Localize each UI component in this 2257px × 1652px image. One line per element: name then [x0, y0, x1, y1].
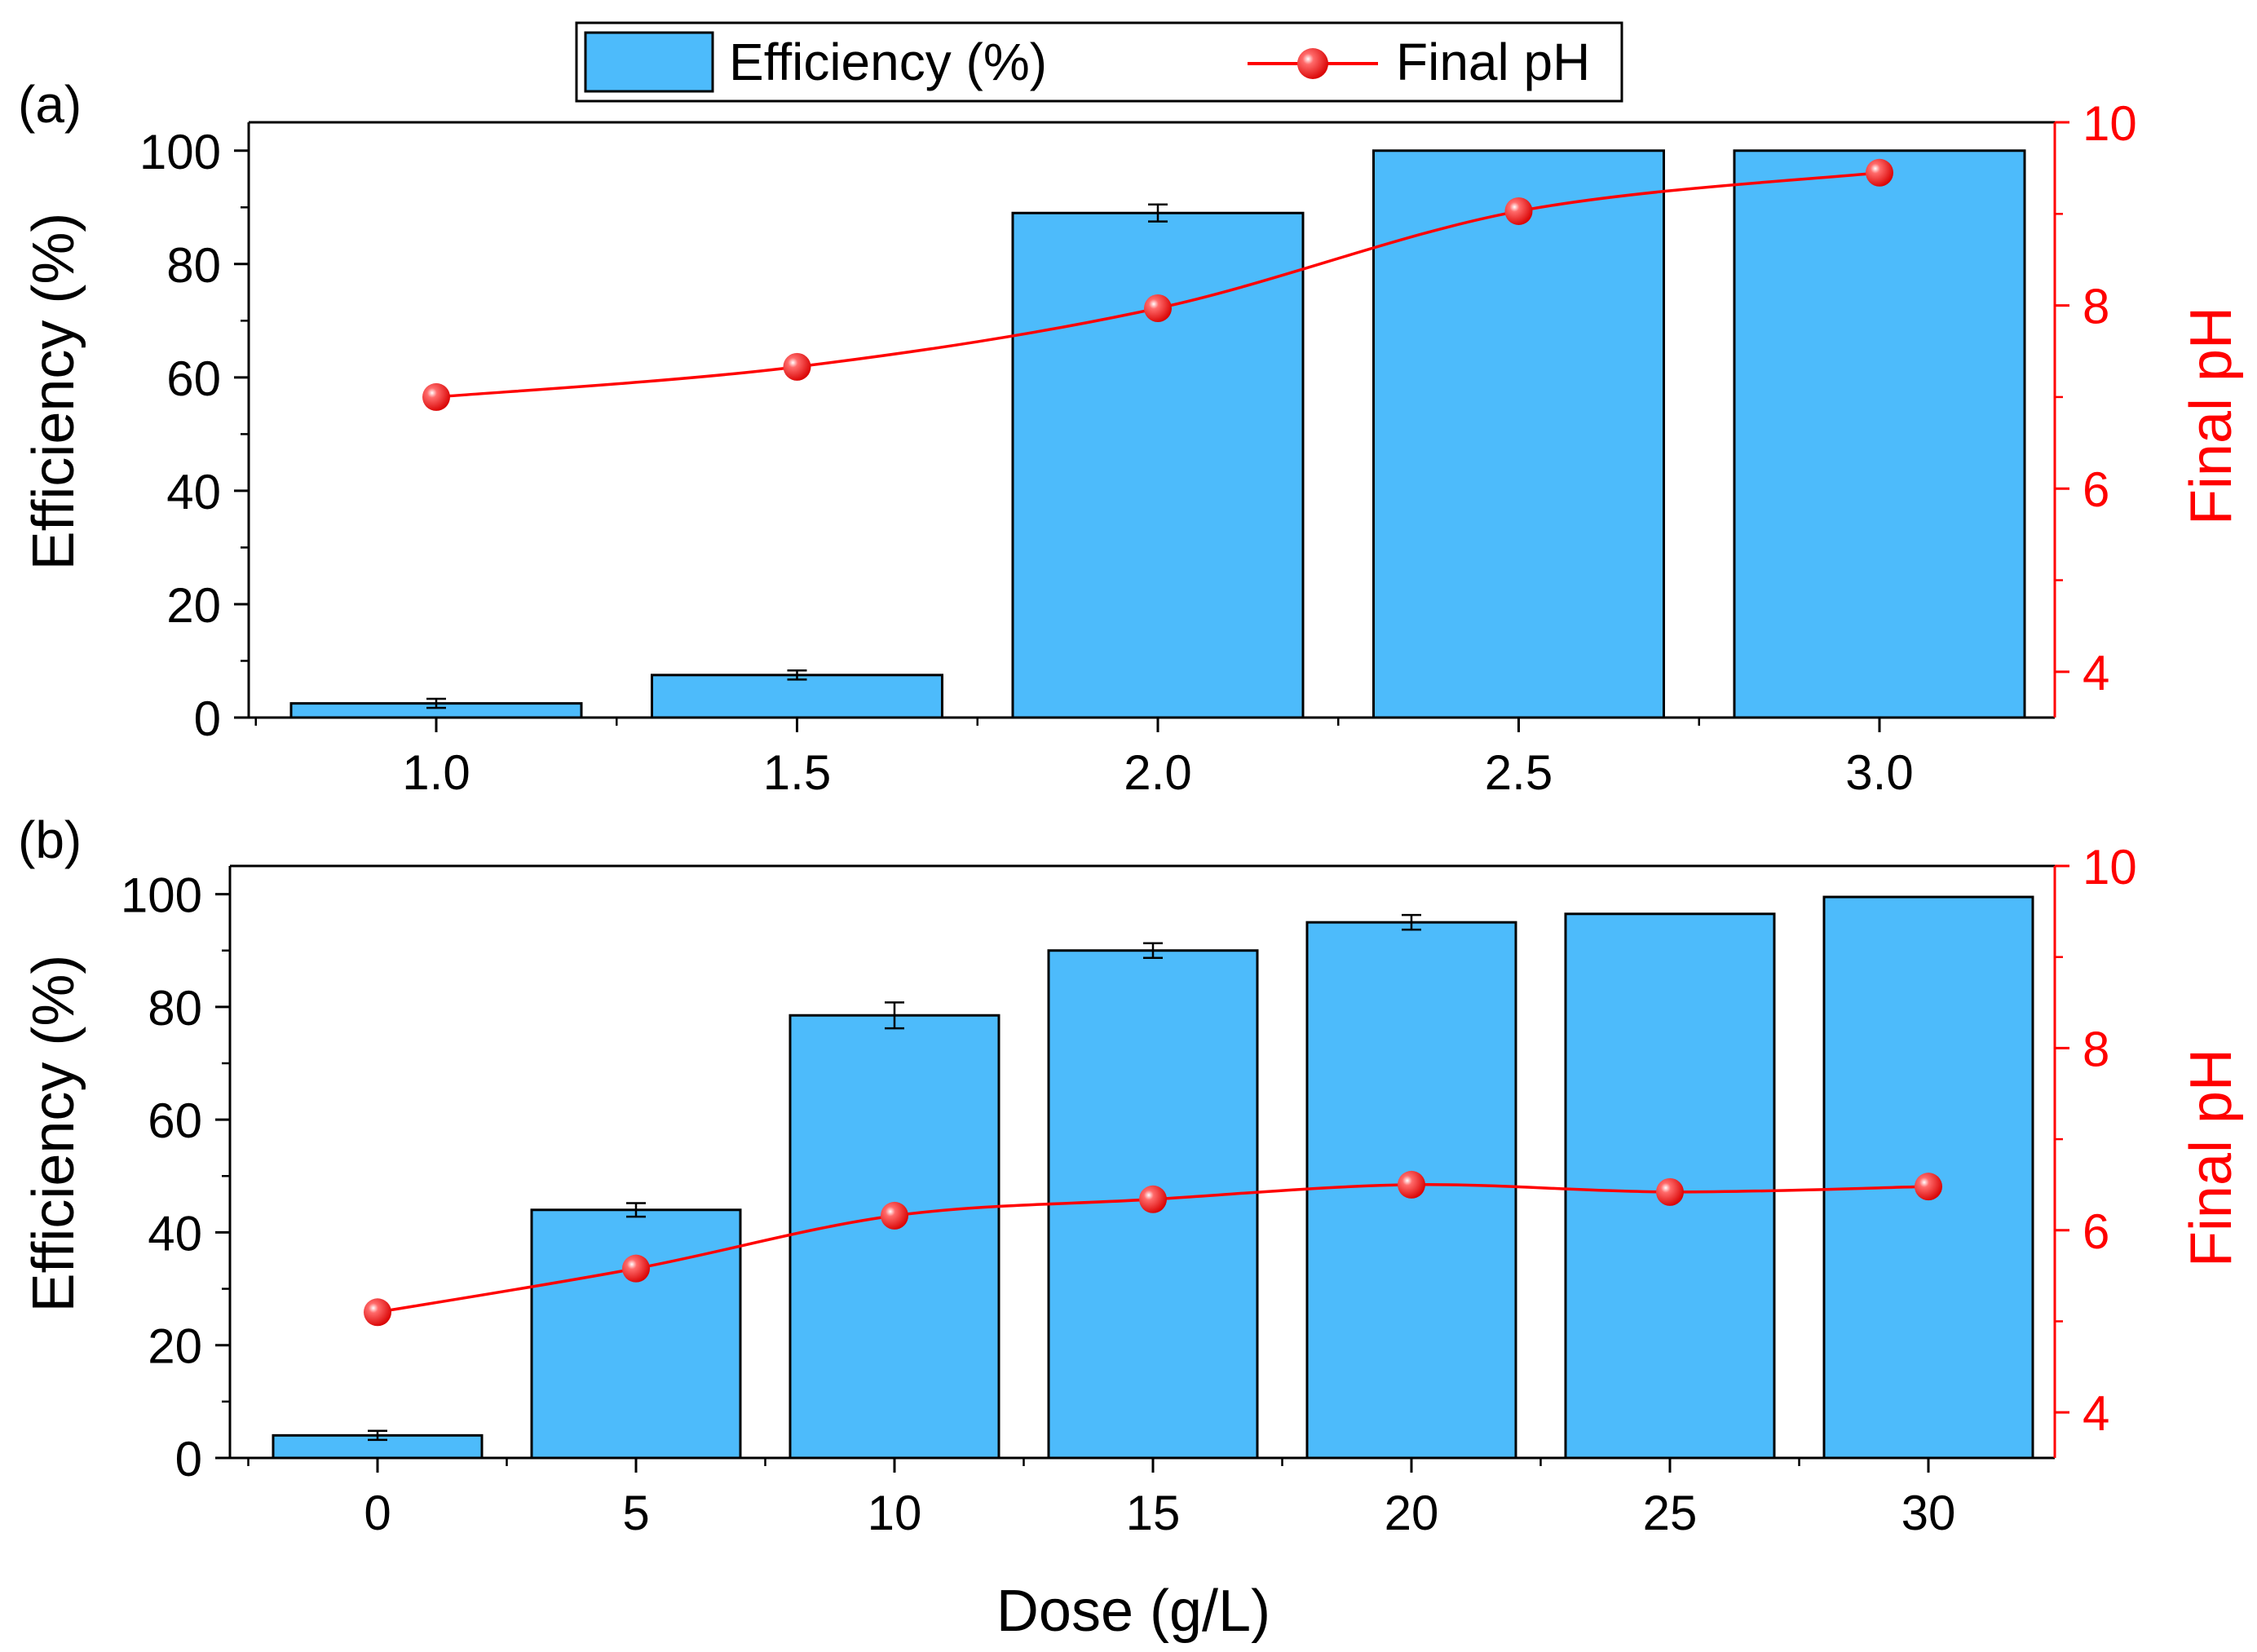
ph-point-15	[1139, 1185, 1167, 1213]
panel-a-y-label: Efficiency (%)	[21, 213, 86, 571]
y-tick-label-20: 20	[148, 1319, 202, 1374]
y2-tick-label-10: 10	[2083, 96, 2137, 151]
legend-line-marker	[1297, 48, 1328, 79]
y2-tick-label-6: 6	[2083, 462, 2109, 517]
y2-tick-label-8: 8	[2083, 1022, 2109, 1076]
panel-a-axes	[247, 121, 2056, 719]
x-tick-label-1.0: 1.0	[402, 745, 470, 800]
y2-tick-label-6: 6	[2083, 1204, 2109, 1259]
x-tick-label-15: 15	[1126, 1486, 1181, 1540]
bar-10	[788, 1014, 1000, 1460]
panel-b-y2-label: Final pH	[2179, 1049, 2244, 1267]
legend: Efficiency (%) Final pH	[575, 21, 1623, 103]
bar-3.0	[1733, 149, 2026, 719]
x-axis-label: Dose (g/L)	[996, 1579, 1270, 1644]
x-tick-label-5: 5	[622, 1486, 649, 1540]
panel-b-y-label: Efficiency (%)	[21, 955, 86, 1313]
panel-b-axes	[228, 864, 2056, 1460]
x-tick-label-3.0: 3.0	[1845, 745, 1913, 800]
panel-a: (a) 0 20 40 60 80 100 4 6 8 10 1.0 1.5 2.0 2.5 3.0 Eff…	[18, 75, 2244, 800]
y-tick-label-60: 60	[166, 351, 221, 406]
panel-b-ph-line	[364, 1170, 1942, 1327]
ph-point-2.0	[1144, 294, 1172, 322]
x-tick-label-20: 20	[1385, 1486, 1439, 1540]
y-tick-label-20: 20	[166, 578, 221, 633]
y-tick-label-100: 100	[139, 125, 221, 179]
x-tick-label-10: 10	[868, 1486, 922, 1540]
panel-b-bars	[272, 895, 2034, 1460]
panel-a-error-bars	[426, 203, 1168, 709]
x-tick-label-2.5: 2.5	[1485, 745, 1553, 800]
y2-tick-label-4: 4	[2083, 646, 2109, 700]
panel-a-label: (a)	[18, 75, 82, 134]
ph-point-1.5	[783, 352, 811, 381]
panel-a-y2-label: Final pH	[2179, 307, 2244, 525]
ph-point-3.0	[1866, 158, 1893, 187]
y-tick-label-60: 60	[148, 1093, 202, 1148]
y-tick-label-80: 80	[166, 238, 221, 293]
y-tick-label-100: 100	[121, 868, 202, 923]
y-tick-label-80: 80	[148, 981, 202, 1036]
y-tick-label-0: 0	[194, 691, 221, 746]
ph-point-0	[364, 1298, 391, 1327]
bar-2.0	[1011, 211, 1305, 719]
legend-box	[575, 21, 1623, 103]
bar-1.5	[651, 674, 943, 719]
y2-tick-label-10: 10	[2083, 840, 2137, 894]
bar-5	[530, 1208, 742, 1460]
ph-point-5	[622, 1254, 650, 1283]
panel-b-label: (b)	[18, 811, 82, 869]
y-tick-label-0: 0	[175, 1432, 202, 1486]
panel-a-bars	[289, 149, 2026, 719]
legend-bar-label: Efficiency (%)	[729, 33, 1047, 91]
y-tick-label-40: 40	[166, 465, 221, 519]
y-tick-label-40: 40	[148, 1206, 202, 1261]
y2-tick-label-4: 4	[2083, 1386, 2109, 1441]
panel-b-error-bars	[368, 913, 1421, 1442]
legend-bar-swatch	[584, 31, 714, 93]
panel-a-ticks: 0 20 40 60 80 100 4 6 8 10 1.0 1.5 2.0 2.5 3.0	[139, 96, 2137, 800]
ph-point-30	[1915, 1173, 1942, 1201]
ph-point-1.0	[422, 382, 450, 411]
x-tick-label-0: 0	[364, 1486, 391, 1540]
panel-a-ph-line	[422, 158, 1893, 411]
ph-point-25	[1656, 1177, 1684, 1206]
x-tick-label-30: 30	[1901, 1486, 1956, 1540]
y2-tick-label-8: 8	[2083, 280, 2109, 334]
ph-point-20	[1398, 1170, 1425, 1199]
x-tick-label-2.0: 2.0	[1124, 745, 1191, 800]
ph-point-2.5	[1504, 197, 1533, 225]
x-tick-label-25: 25	[1643, 1486, 1698, 1540]
legend-line-label: Final pH	[1396, 33, 1590, 91]
ph-point-10	[881, 1201, 908, 1230]
x-tick-label-1.5: 1.5	[763, 745, 831, 800]
